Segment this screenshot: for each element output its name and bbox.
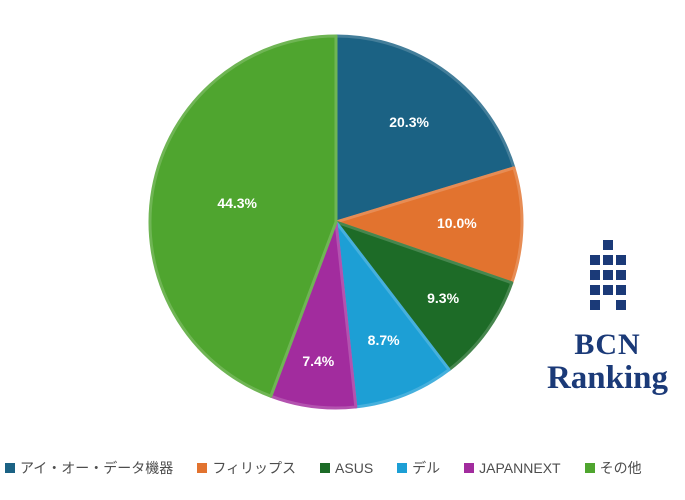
- legend-label: その他: [599, 460, 642, 476]
- pie-slice: [334, 166, 524, 285]
- slice-value-label: 20.3%: [389, 114, 429, 130]
- legend-item: JAPANNEXT: [464, 460, 561, 476]
- legend-item: デル: [397, 458, 440, 478]
- slice-value-label: 9.3%: [427, 290, 459, 306]
- legend-item: アイ・オー・データ機器: [5, 458, 173, 478]
- slice-value-label: 10.0%: [437, 215, 477, 231]
- legend-swatch: [320, 463, 331, 473]
- legend-item: フィリップス: [197, 458, 296, 478]
- logo-text-ranking: Ranking: [546, 360, 669, 396]
- legend-swatch: [197, 463, 208, 473]
- slice-value-label: 7.4%: [302, 353, 334, 369]
- pie-slice: [148, 34, 338, 398]
- pie-slice: [334, 220, 451, 409]
- slice-value-label: 8.7%: [368, 332, 400, 348]
- slice-value-label: 44.3%: [217, 195, 257, 211]
- bcn-ranking-logo: BCN Ranking: [530, 240, 685, 395]
- legend-swatch: [464, 463, 475, 473]
- legend-swatch: [584, 463, 595, 473]
- pie-slice: [334, 34, 516, 224]
- legend-swatch: [5, 463, 15, 473]
- chart-legend: アイ・オー・データ機器 フィリップス ASUS デル JAPANNEXT その他: [5, 456, 680, 480]
- legend-label: アイ・オー・データ機器: [20, 460, 174, 476]
- legend-item: ASUS: [320, 460, 373, 476]
- pie-slice: [334, 220, 514, 372]
- legend-swatch: [397, 463, 408, 473]
- logo-text-bcn: BCN: [574, 328, 641, 361]
- legend-item: その他: [584, 458, 642, 478]
- building-squares-icon: [589, 240, 626, 310]
- legend-label: デル: [412, 460, 441, 476]
- legend-label: ASUS: [335, 460, 374, 476]
- legend-label: フィリップス: [212, 460, 297, 476]
- legend-label: JAPANNEXT: [479, 460, 561, 476]
